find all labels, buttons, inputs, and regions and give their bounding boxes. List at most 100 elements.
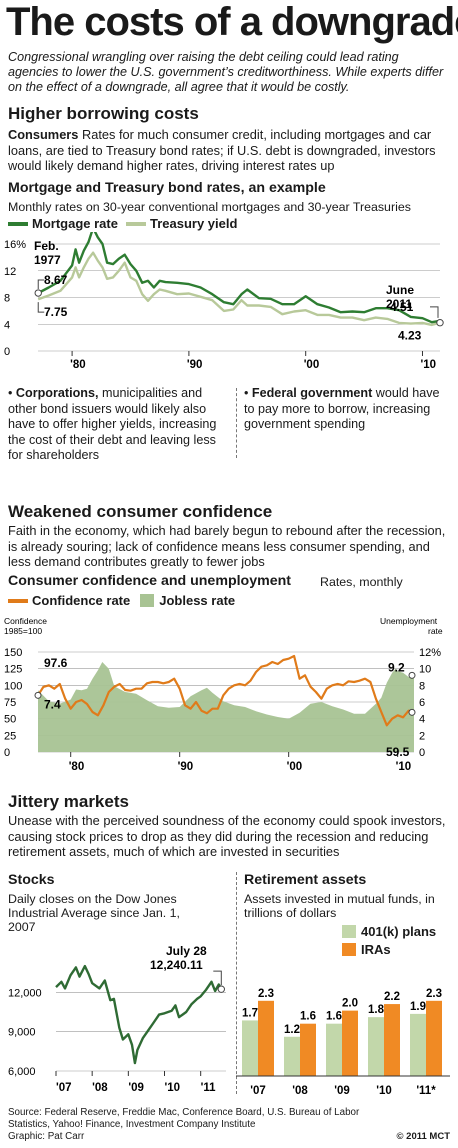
rates-start-label-2: 1977 xyxy=(34,253,61,267)
conf-left-tick: 150 xyxy=(4,647,22,659)
swatch-401k xyxy=(342,925,356,938)
graphic-credit: Graphic: Pat Carr xyxy=(8,1131,85,1142)
ira-bar xyxy=(300,1023,316,1076)
conf-left-tick: 50 xyxy=(4,714,16,726)
stock-xtick: '10 xyxy=(165,1082,181,1094)
conf-right-tick: 12% xyxy=(419,647,441,659)
rates-chart-title: Mortgage and Treasury bond rates, an exa… xyxy=(8,180,326,196)
intro-text: Congressional wrangling over raising the… xyxy=(8,50,444,94)
plan401k-value-label: 1.9 xyxy=(410,1001,426,1013)
rates-chart-subtitle: Monthly rates on 30-year conventional mo… xyxy=(8,200,411,214)
confidence-line xyxy=(37,654,415,727)
ret-category-label: '07 xyxy=(250,1085,266,1097)
consumers-text: Rates for much consumer credit, includin… xyxy=(8,127,436,173)
consumers-paragraph: Consumers Rates for much consumer credit… xyxy=(8,127,452,174)
stock-ytick: 6,000 xyxy=(8,1066,36,1078)
corporations-label: Corporations, xyxy=(15,386,99,400)
retirement-subtitle: Assets invested in mutual funds, in tril… xyxy=(244,892,435,920)
jobless-start-value: 7.4 xyxy=(44,697,61,711)
ret-category-label: '11* xyxy=(416,1085,436,1097)
ira-bar xyxy=(426,1000,442,1076)
rates-xtick: '00 xyxy=(304,359,320,371)
dow-end-date: July 28 xyxy=(166,944,207,958)
ira-bar xyxy=(384,1004,400,1076)
plan401k-value-label: 1.6 xyxy=(326,1011,342,1023)
conf-right-tick: 8 xyxy=(419,680,425,692)
conf-start-value: 97.6 xyxy=(44,656,68,670)
corporations-bullet: • Corporations, municipalities and other… xyxy=(8,386,217,462)
stock-xtick: '09 xyxy=(128,1082,144,1094)
stocks-title: Stocks xyxy=(8,872,55,888)
conf-end-value: 59.5 xyxy=(386,745,410,759)
rates-chart: 16% 12 8 4 0 '80 '90 '00 '10 Feb.1977 8.67 7.75 Jun… xyxy=(4,232,444,371)
consumers-label: Consumers xyxy=(8,127,79,142)
jobless-area xyxy=(38,662,414,752)
rates-end-mortgage: 4.51 xyxy=(390,300,414,314)
ira-value-label: 2.3 xyxy=(426,988,442,1000)
federal-text: would have to pay more to borrow, increa… xyxy=(244,386,440,431)
rates-start-marker xyxy=(34,289,42,297)
legend-treasury: Treasury yield xyxy=(149,216,238,231)
stock-xtick: '08 xyxy=(92,1082,108,1094)
conf-xtick: '10 xyxy=(396,761,412,773)
plan401k-bar xyxy=(242,1020,258,1076)
federal-label: Federal government xyxy=(251,386,373,400)
rates-leader-start-bot xyxy=(37,302,45,313)
rates-leader-start-top xyxy=(37,279,45,290)
bullet-divider xyxy=(236,388,237,458)
stock-xtick: '11 xyxy=(201,1082,216,1094)
ira-value-label: 2.2 xyxy=(384,991,400,1003)
ret-category-label: '09 xyxy=(334,1085,350,1097)
markets-paragraph: Unease with the perceived soundness of t… xyxy=(8,813,446,859)
conf-xtick: '90 xyxy=(178,761,194,773)
confidence-legend: Confidence rate Jobless rate xyxy=(8,593,235,608)
markets-heading: Jittery markets xyxy=(8,792,129,811)
conf-right-label-1: Unemployment xyxy=(380,616,438,626)
federal-bullet: • Federal government would have to pay m… xyxy=(244,386,440,431)
markets-divider xyxy=(236,872,237,1094)
stock-ytick: 12,000 xyxy=(8,987,42,999)
dow-leader xyxy=(213,970,222,986)
conf-left-tick: 0 xyxy=(4,747,10,759)
rates-start-label-1: Feb. xyxy=(34,239,59,253)
rates-start-mortgage: 8.67 xyxy=(44,273,68,287)
jobless-swatch xyxy=(140,594,155,607)
plan401k-bar xyxy=(326,1023,342,1076)
legend-mortgage: Mortgage rate xyxy=(32,216,118,231)
ira-value-label: 2.0 xyxy=(342,998,358,1010)
confidence-paragraph: Faith in the economy, which had barely b… xyxy=(8,523,446,569)
rates-ytick: 16% xyxy=(4,239,26,251)
plan401k-bar xyxy=(368,1017,384,1076)
rates-xtick: '90 xyxy=(187,359,203,371)
legend-401k-row: 401(k) plans xyxy=(342,924,436,939)
rates-ytick: 12 xyxy=(4,266,16,278)
rates-end-marker xyxy=(436,319,444,327)
conf-left-label-2: 1985=100 xyxy=(4,626,42,636)
stock-xtick: '07 xyxy=(56,1082,72,1094)
stocks-chart: 12,000 9,000 6,000 '07 '08 '09 '10 '11 July 281… xyxy=(8,944,226,1094)
confidence-chart-title: Consumer confidence and unemployment xyxy=(8,573,292,589)
rates-xtick: '80 xyxy=(70,359,86,371)
legend-jobless: Jobless rate xyxy=(159,593,236,608)
conf-end-marker xyxy=(408,708,416,716)
legend-confidence: Confidence rate xyxy=(32,593,131,608)
confidence-swatch xyxy=(8,598,28,603)
corporations-text: municipalities and other bond issuers wo… xyxy=(8,386,217,462)
rates-end-treasury: 4.23 xyxy=(398,329,422,343)
ira-bar xyxy=(342,1010,358,1076)
plan401k-bar xyxy=(284,1036,300,1076)
page-title: The costs of a downgrade xyxy=(6,0,458,44)
conf-right-label-2: rate xyxy=(428,626,443,636)
dow-end-value: 12,240.11 xyxy=(150,958,203,972)
ret-category-label: '08 xyxy=(292,1085,308,1097)
copyright: © 2011 MCT xyxy=(396,1131,450,1142)
legend-ira-row: IRAs xyxy=(342,942,391,957)
ret-category-label: '10 xyxy=(376,1085,392,1097)
conf-left-tick: 25 xyxy=(4,730,16,742)
conf-right-tick: 0 xyxy=(419,747,425,759)
confidence-chart-subtitle: Rates, monthly xyxy=(320,575,403,589)
source-note: Source: Federal Reserve, Freddie Mac, Co… xyxy=(8,1107,388,1143)
plan401k-value-label: 1.2 xyxy=(284,1024,300,1036)
conf-xtick: '80 xyxy=(69,761,85,773)
